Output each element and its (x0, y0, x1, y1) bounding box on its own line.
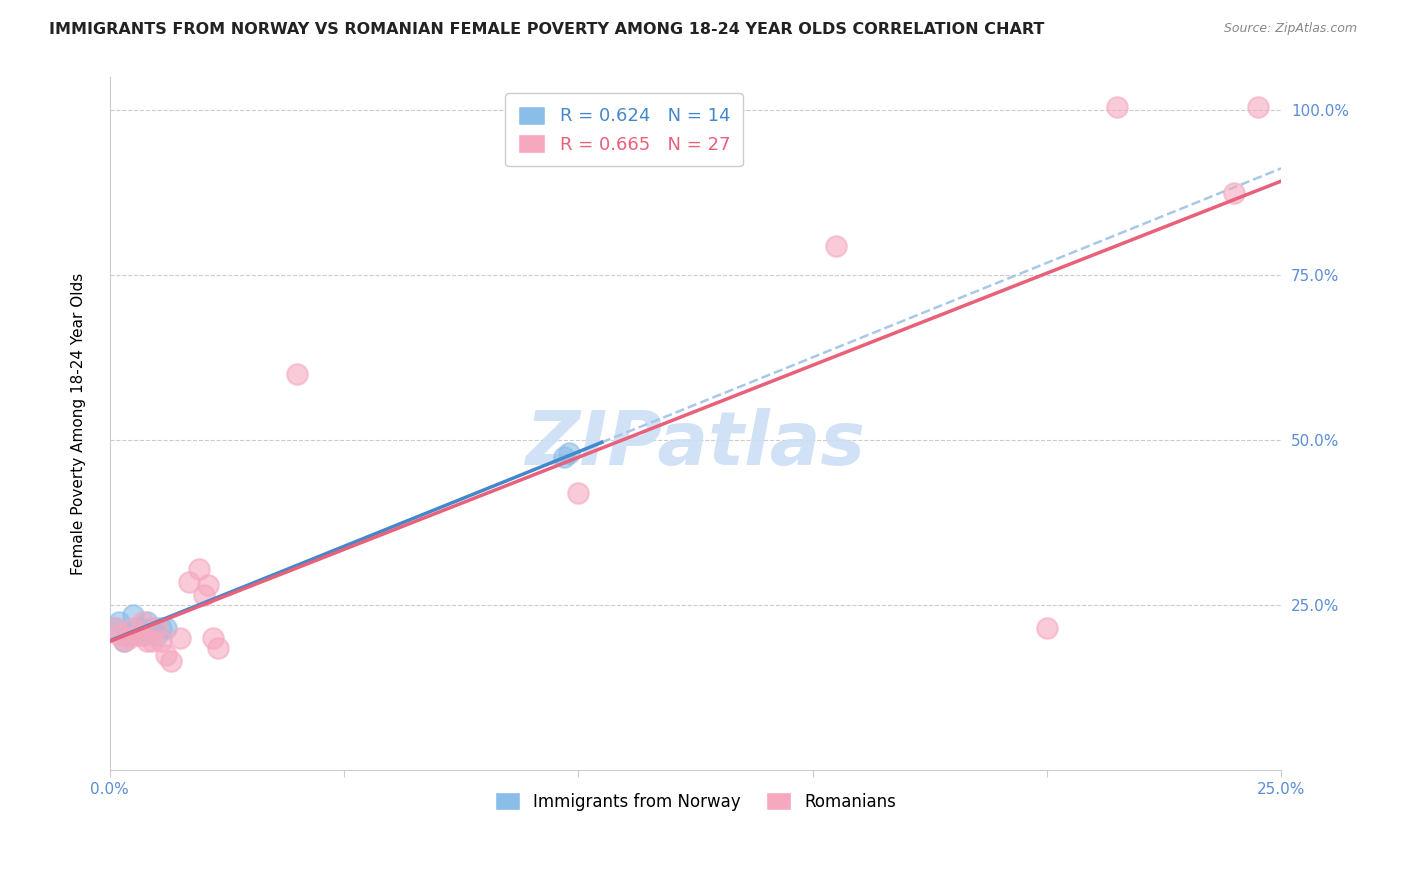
Point (131, 615, 153, 629)
Point (558, 446, 581, 460)
Point (1223, 186, 1246, 200)
Text: IMMIGRANTS FROM NORWAY VS ROMANIAN FEMALE POVERTY AMONG 18-24 YEAR OLDS CORRELAT: IMMIGRANTS FROM NORWAY VS ROMANIAN FEMAL… (49, 22, 1045, 37)
Point (1247, 100, 1270, 114)
Point (145, 621, 167, 635)
Point (197, 578, 219, 592)
Point (112, 634, 135, 648)
Point (112, 634, 135, 648)
Point (127, 628, 149, 642)
Point (1107, 100, 1129, 114)
Point (131, 628, 153, 642)
Point (187, 562, 209, 576)
Y-axis label: Female Poverty Among 18-24 Year Olds: Female Poverty Among 18-24 Year Olds (72, 273, 86, 574)
Point (127, 621, 149, 635)
Point (117, 631, 139, 645)
Point (201, 631, 224, 645)
Point (553, 450, 575, 464)
Point (141, 634, 163, 648)
Point (145, 628, 167, 642)
Point (285, 368, 308, 382)
Point (117, 628, 139, 642)
Point (103, 621, 125, 635)
Point (136, 634, 159, 648)
Point (179, 574, 201, 589)
Point (103, 621, 125, 635)
Text: ZIPatlas: ZIPatlas (526, 408, 866, 481)
Point (155, 648, 177, 662)
Point (1036, 621, 1059, 635)
Point (141, 621, 163, 635)
Point (193, 588, 215, 602)
Point (122, 607, 145, 622)
Text: Source: ZipAtlas.com: Source: ZipAtlas.com (1223, 22, 1357, 36)
Point (150, 621, 173, 635)
Point (150, 634, 173, 648)
Point (567, 486, 589, 500)
Point (169, 631, 191, 645)
Point (108, 615, 131, 629)
Point (159, 654, 181, 668)
Point (136, 615, 159, 629)
Point (155, 621, 177, 635)
Point (825, 238, 848, 252)
Legend: Immigrants from Norway, Romanians: Immigrants from Norway, Romanians (482, 779, 910, 824)
Point (122, 621, 145, 635)
Point (108, 628, 131, 642)
Point (207, 640, 229, 655)
